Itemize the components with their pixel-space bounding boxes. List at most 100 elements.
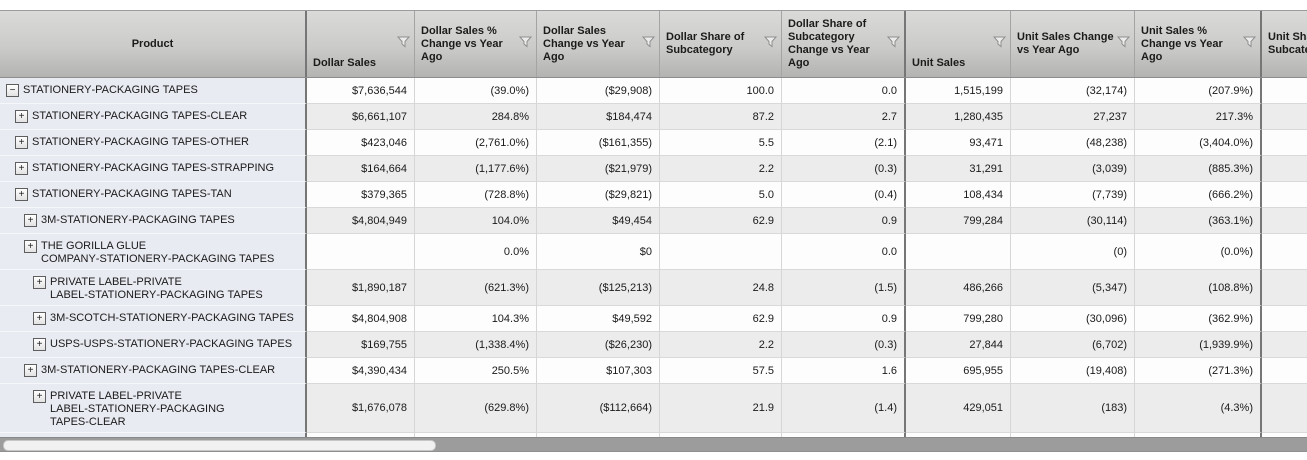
horizontal-scrollbar[interactable] [0, 437, 1307, 452]
value-text: (207.9%) [1208, 84, 1253, 97]
value-text: (666.2%) [1208, 188, 1253, 201]
value-cell: (19,408) [1011, 358, 1135, 384]
value-cell: 27,844 [906, 332, 1011, 358]
product-label: PRIVATE LABEL‑PRIVATE LABEL‑STATIONERY‑P… [50, 276, 263, 301]
value-text: (3,039) [1092, 162, 1127, 175]
expand-collapse-icon[interactable]: + [24, 364, 37, 377]
expand-collapse-icon[interactable]: + [33, 390, 46, 403]
expand-collapse-icon[interactable]: + [15, 110, 28, 123]
value-cell: 62.9 [660, 208, 782, 234]
column-header-dollar-sales[interactable]: Dollar Sales [307, 11, 415, 77]
value-cell: 24.8 [660, 270, 782, 306]
value-text: ($161,355) [598, 136, 652, 149]
expand-collapse-icon[interactable]: + [15, 136, 28, 149]
table-row: + PRIVATE LABEL‑PRIVATE LABEL‑STATIONERY… [0, 384, 1307, 433]
value-text: 799,280 [963, 312, 1003, 325]
product-cell: + PRIVATE LABEL‑PRIVATE LABEL‑STATIONERY… [0, 384, 307, 433]
value-cell [1262, 78, 1307, 104]
column-header-unit-share[interactable]: Unit Share of Subcategory [1262, 11, 1307, 77]
scrollbar-thumb[interactable] [3, 440, 436, 451]
column-header-label: Unit Sales % Change vs Year Ago [1141, 24, 1223, 63]
value-cell: 27,237 [1011, 104, 1135, 130]
column-header-label: Unit Sales [912, 57, 966, 69]
column-header-dollar-share[interactable]: Dollar Share of Subcategory [660, 11, 782, 77]
value-text: 24.8 [752, 281, 774, 294]
value-cell: (621.3%) [415, 270, 537, 306]
product-label: PRIVATE LABEL‑PRIVATE LABEL‑STATIONERY‑P… [50, 390, 225, 428]
value-cell: (32,174) [1011, 78, 1135, 104]
value-cell: 21.9 [660, 384, 782, 433]
value-cell: 429,051 [906, 384, 1011, 433]
column-header-dollar-share-change[interactable]: Dollar Share of Subcategory Change vs Ye… [782, 11, 906, 77]
value-cell: $49,592 [537, 306, 660, 332]
expand-collapse-icon[interactable]: + [24, 214, 37, 227]
value-text: ($29,821) [604, 188, 652, 201]
column-header-dollar-sales-pct-change[interactable]: Dollar Sales % Change vs Year Ago [415, 11, 537, 77]
value-text: 284.8% [491, 110, 529, 123]
expand-collapse-icon[interactable]: + [24, 240, 37, 253]
filter-icon[interactable] [396, 35, 411, 53]
column-header-dollar-sales-change[interactable]: Dollar Sales Change vs Year Ago [537, 11, 660, 77]
value-cell [660, 234, 782, 270]
product-column-header-label: Product [131, 38, 174, 50]
value-text: (0) [1113, 245, 1127, 258]
value-text: ($26,230) [604, 338, 652, 351]
value-cell: $4,390,394 [307, 433, 415, 437]
filter-icon[interactable] [641, 35, 656, 53]
column-header-label: Dollar Sales % Change vs Year Ago [421, 24, 503, 63]
value-cell: 486,266 [906, 270, 1011, 306]
expand-collapse-icon[interactable]: + [15, 188, 28, 201]
product-cell: + PRIVATE LABEL‑PRIVATE LABEL‑STATIONERY… [0, 270, 307, 306]
value-cell: $6,661,107 [307, 104, 415, 130]
value-cell [307, 234, 415, 270]
value-cell: 5.0 [660, 182, 782, 208]
value-text: 104.0% [491, 214, 529, 227]
value-cell: 250.6% [415, 433, 537, 437]
value-cell: $1,676,078 [307, 384, 415, 433]
value-cell: $4,804,908 [307, 306, 415, 332]
column-header-unit-sales-pct-change[interactable]: Unit Sales % Change vs Year Ago [1135, 11, 1262, 77]
value-cell: (885.3%) [1135, 156, 1262, 182]
value-text: $164,664 [361, 162, 407, 175]
value-text: (885.3%) [1208, 162, 1253, 175]
column-header-unit-sales[interactable]: Unit Sales [906, 11, 1011, 77]
column-header-label: Unit Share of Subcategory [1268, 31, 1307, 56]
value-cell: 0.0% [415, 234, 537, 270]
expand-collapse-icon[interactable]: + [33, 338, 46, 351]
table-row: + 3M‑SCOTCH‑STATIONERY‑PACKAGING TAPES $… [0, 306, 1307, 332]
expand-collapse-icon[interactable]: − [6, 84, 19, 97]
expand-collapse-icon[interactable]: + [15, 162, 28, 175]
value-text: 100.0 [746, 84, 774, 97]
value-cell: ($29,821) [537, 182, 660, 208]
expand-collapse-icon[interactable]: + [33, 276, 46, 289]
filter-icon[interactable] [886, 35, 901, 53]
product-label: STATIONERY‑PACKAGING TAPES [23, 84, 198, 96]
value-cell: 100.0 [660, 78, 782, 104]
filter-icon[interactable] [518, 35, 533, 53]
filter-icon[interactable] [992, 35, 1007, 53]
filter-icon[interactable] [1242, 35, 1257, 53]
value-text: (108.8%) [1208, 281, 1253, 294]
value-text: ($125,213) [598, 281, 652, 294]
value-cell: ($21,979) [537, 156, 660, 182]
value-text: (7,739) [1092, 188, 1127, 201]
value-cell: 104.3% [415, 306, 537, 332]
value-cell: (629.8%) [415, 384, 537, 433]
product-cell: + 3M‑SCOTCH‑STATIONERY‑PACKAGING TAPES‑C… [0, 433, 307, 437]
value-text: (30,114) [1086, 214, 1127, 227]
value-cell: $4,390,434 [307, 358, 415, 384]
product-cell: − STATIONERY‑PACKAGING TAPES [0, 78, 307, 104]
filter-icon[interactable] [1116, 35, 1131, 53]
product-cell: + STATIONERY‑PACKAGING TAPES‑OTHER [0, 130, 307, 156]
value-text: $49,454 [612, 214, 652, 227]
column-header-unit-sales-change[interactable]: Unit Sales Change vs Year Ago [1011, 11, 1135, 77]
value-cell: (183) [1011, 384, 1135, 433]
expand-collapse-icon[interactable]: + [33, 312, 46, 325]
value-cell [1262, 208, 1307, 234]
filter-icon[interactable] [763, 35, 778, 53]
value-cell: 217.3% [1135, 104, 1262, 130]
value-cell: (0.3) [782, 156, 906, 182]
value-text: 1,280,435 [954, 110, 1003, 123]
product-column-header[interactable]: Product [0, 11, 307, 77]
product-label: USPS‑USPS‑STATIONERY‑PACKAGING TAPES [50, 338, 293, 350]
